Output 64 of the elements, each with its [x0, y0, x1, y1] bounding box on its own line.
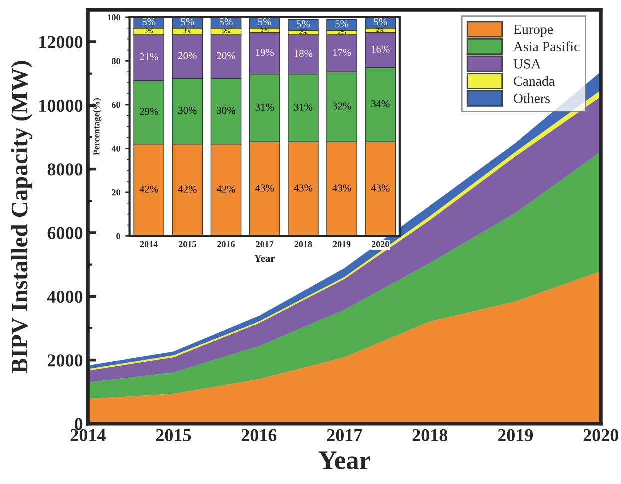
x-tick-label: 2018	[412, 429, 448, 442]
x-tick-label: 2019	[498, 429, 534, 442]
y-tick-label: 12000	[40, 36, 83, 48]
y-tick-label: 4000	[47, 290, 83, 304]
data-label: 43%	[294, 184, 313, 192]
data-label: 21%	[140, 53, 158, 61]
x-tick-label: 2016	[242, 429, 277, 442]
x-tick-label: 2020	[372, 241, 390, 248]
data-label: 30%	[178, 107, 197, 114]
x-tick-label: 2017	[327, 429, 362, 442]
data-label: 43%	[332, 184, 352, 192]
legend-label: Canada	[514, 76, 555, 86]
data-label: 29%	[140, 108, 158, 116]
data-label: 17%	[333, 49, 352, 56]
data-label: 32%	[332, 102, 352, 110]
legend-label: USA	[514, 59, 542, 69]
x-axis-title: Year	[318, 452, 370, 470]
data-label: 5%	[220, 18, 233, 26]
x-tick-label: 2015	[156, 429, 192, 442]
y-tick-label: 10000	[40, 100, 83, 112]
x-tick-label: 2015	[179, 241, 196, 248]
data-label: 18%	[294, 50, 313, 58]
y-tick-label: 80	[112, 58, 120, 64]
y-axis-title: Percentage(%)	[93, 98, 102, 156]
data-label: 43%	[256, 184, 274, 192]
y-tick-label: 0	[116, 233, 120, 240]
y-tick-label: 6000	[48, 227, 83, 240]
x-tick-label: 2014	[140, 241, 158, 248]
data-label: 5%	[336, 20, 349, 28]
legend-label: Asia Pasific	[514, 42, 580, 52]
legend-label: Europe	[514, 25, 554, 38]
x-tick-label: 2017	[256, 241, 274, 248]
data-label: 31%	[294, 104, 313, 111]
data-label: 19%	[256, 49, 274, 56]
data-label: 16%	[372, 46, 390, 53]
data-label: 5%	[258, 18, 272, 26]
data-label: 20%	[178, 52, 197, 60]
y-tick-label: 60	[112, 102, 120, 108]
x-axis-title: Year	[254, 255, 276, 262]
data-label: 5%	[297, 20, 310, 28]
x-tick-label: 2016	[218, 241, 236, 248]
data-label: 30%	[217, 107, 236, 114]
data-label: 42%	[178, 186, 197, 193]
y-tick-label: 20	[112, 190, 120, 196]
data-label: 42%	[140, 186, 158, 193]
x-tick-label: 2019	[333, 241, 351, 248]
x-tick-label: 2020	[584, 429, 618, 442]
data-label: 31%	[256, 104, 274, 111]
x-tick-label: 2018	[294, 241, 312, 248]
data-label: 5%	[181, 18, 194, 26]
x-tick-label: 2014	[70, 429, 106, 442]
y-tick-label: 8000	[48, 164, 83, 176]
data-label: 42%	[216, 186, 236, 193]
data-label: 5%	[374, 18, 388, 26]
y-axis-title: BIPV Installed Capacity (MW)	[11, 61, 33, 374]
y-tick-label: 100	[108, 14, 120, 21]
data-label: 5%	[142, 18, 156, 26]
y-tick-label: 40	[112, 146, 120, 152]
y-tick-label: 0	[74, 418, 83, 430]
y-tick-label: 2000	[48, 354, 83, 367]
legend-label: Others	[514, 94, 550, 104]
data-label: 20%	[217, 52, 236, 60]
data-label: 43%	[371, 184, 390, 192]
data-label: 34%	[372, 100, 390, 108]
